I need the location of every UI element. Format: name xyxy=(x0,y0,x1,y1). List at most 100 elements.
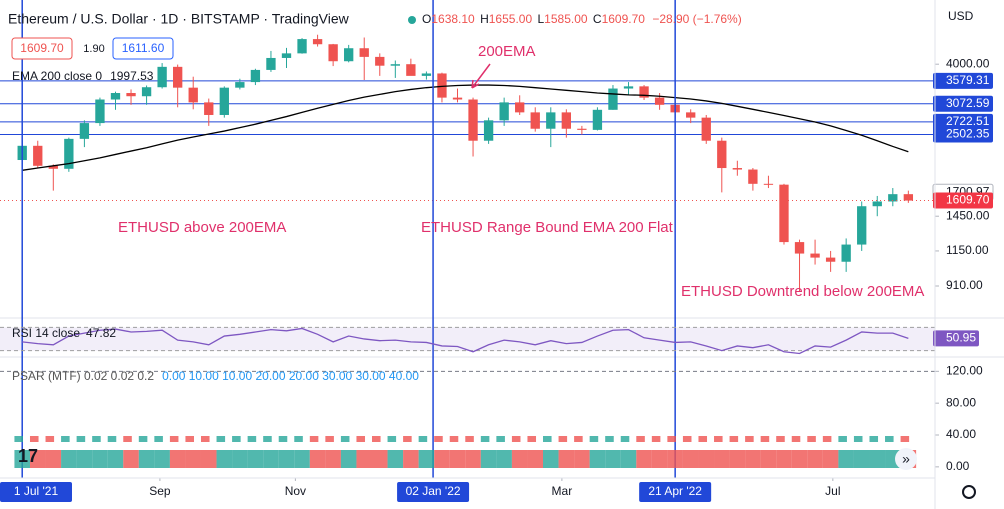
psar-block xyxy=(29,450,46,468)
ema-value: 1997.53 xyxy=(110,69,154,83)
psar-block xyxy=(200,450,217,468)
candle-body xyxy=(48,165,58,169)
psar-block xyxy=(853,450,870,468)
psar-block xyxy=(123,450,139,468)
settings-icon[interactable] xyxy=(962,485,976,499)
candle-body xyxy=(623,86,634,89)
psar-legend: PSAR (MTF) 0.02 0.02 0.2 0.00 10.00 10.00… xyxy=(12,369,419,383)
ema-name: EMA 200 close 0 xyxy=(12,69,102,83)
psar-block xyxy=(853,436,863,442)
psar-block xyxy=(107,450,124,468)
psar-block xyxy=(325,450,341,468)
candle-body xyxy=(33,145,43,166)
vline-badge xyxy=(639,482,712,502)
psar-block xyxy=(667,436,676,442)
candle-body xyxy=(452,97,463,100)
sell-price[interactable]: 1609.70 xyxy=(20,41,64,55)
rsi-badge xyxy=(933,330,979,347)
psar-block xyxy=(543,450,559,468)
psar-block xyxy=(434,450,450,468)
psar-block xyxy=(745,450,761,468)
psar-block xyxy=(387,450,404,468)
logo[interactable]: 17 xyxy=(18,446,38,466)
x-tick-label: Jul xyxy=(825,484,840,498)
psar-block xyxy=(449,450,466,468)
level-badge xyxy=(933,113,993,130)
psar-block xyxy=(822,450,839,468)
candle-body xyxy=(577,128,587,130)
psar-block xyxy=(574,450,590,468)
psar-block xyxy=(247,450,264,468)
psar-block xyxy=(776,450,792,468)
psar-block xyxy=(605,450,621,468)
candle-body xyxy=(592,109,603,130)
psar-block xyxy=(760,436,770,442)
psar-block xyxy=(807,436,816,442)
currency[interactable]: USD xyxy=(948,9,974,23)
y-tick-label: 1150.00 xyxy=(946,243,989,257)
candle-body xyxy=(794,242,805,254)
psar-block xyxy=(216,450,233,468)
ohlc-value: 1638.10 xyxy=(431,12,475,26)
psar-block xyxy=(387,436,397,442)
scroll-button[interactable] xyxy=(895,448,917,470)
candle-body xyxy=(126,93,136,97)
psar-block xyxy=(527,450,544,468)
psar-block xyxy=(527,436,537,442)
psar-block xyxy=(278,436,288,442)
candle-body xyxy=(561,112,571,129)
psar-block xyxy=(200,436,210,442)
ohlc-values: O1638.10 H1655.00 L1585.00 C1609.70 −28.… xyxy=(422,12,742,26)
psar-block xyxy=(356,450,373,468)
psar-block xyxy=(589,450,606,468)
ohlc-value: 1585.00 xyxy=(544,12,588,26)
scroll-icon[interactable]: » xyxy=(902,451,910,467)
vline-badge xyxy=(397,482,470,502)
psar-block xyxy=(682,450,699,468)
psar-block xyxy=(294,450,310,468)
psar-block xyxy=(714,436,723,442)
ema-line xyxy=(22,84,909,171)
psar-block xyxy=(232,436,241,442)
psar-block xyxy=(574,436,583,442)
status-dot xyxy=(408,16,416,24)
psar-block xyxy=(14,450,30,468)
candle-body xyxy=(468,99,478,141)
y-tick-label: 1450.00 xyxy=(946,208,990,222)
candle-body xyxy=(639,86,649,98)
x-tick-label: Sep xyxy=(149,484,171,498)
last-price-label: 1609.70 xyxy=(946,193,990,207)
candle-body xyxy=(344,48,354,62)
y-tick-label: 120.00 xyxy=(946,364,983,378)
x-tick-label: Mar xyxy=(552,484,573,498)
psar-block xyxy=(558,436,568,442)
sell-button[interactable] xyxy=(11,37,73,60)
psar-block xyxy=(760,450,777,468)
candle-body xyxy=(810,253,820,258)
psar-block xyxy=(807,450,823,468)
candle-body xyxy=(779,184,789,243)
buy-price[interactable]: 1611.60 xyxy=(122,41,165,55)
ohlc-key: H xyxy=(480,12,489,26)
psar-block xyxy=(185,436,194,442)
y-tick-label: 0.00 xyxy=(946,459,970,473)
psar-block xyxy=(356,436,366,442)
psar-block xyxy=(511,450,528,468)
psar-block xyxy=(61,436,70,442)
candle-body xyxy=(110,93,121,100)
candle-body xyxy=(888,194,898,202)
psar-block xyxy=(605,436,614,442)
x-tick-label: Nov xyxy=(285,484,306,498)
candle-body xyxy=(204,102,214,115)
symbol-title: Ethereum / U.S. Dollar · 1D · BITSTAMP ·… xyxy=(8,11,350,27)
psar-block xyxy=(403,450,419,468)
psar-block xyxy=(838,436,847,442)
psar-block xyxy=(154,436,163,442)
candle-body xyxy=(406,64,416,76)
psar-block xyxy=(698,450,715,468)
candle-body xyxy=(359,48,369,57)
level-badge xyxy=(933,72,993,89)
buy-button[interactable] xyxy=(112,37,174,60)
